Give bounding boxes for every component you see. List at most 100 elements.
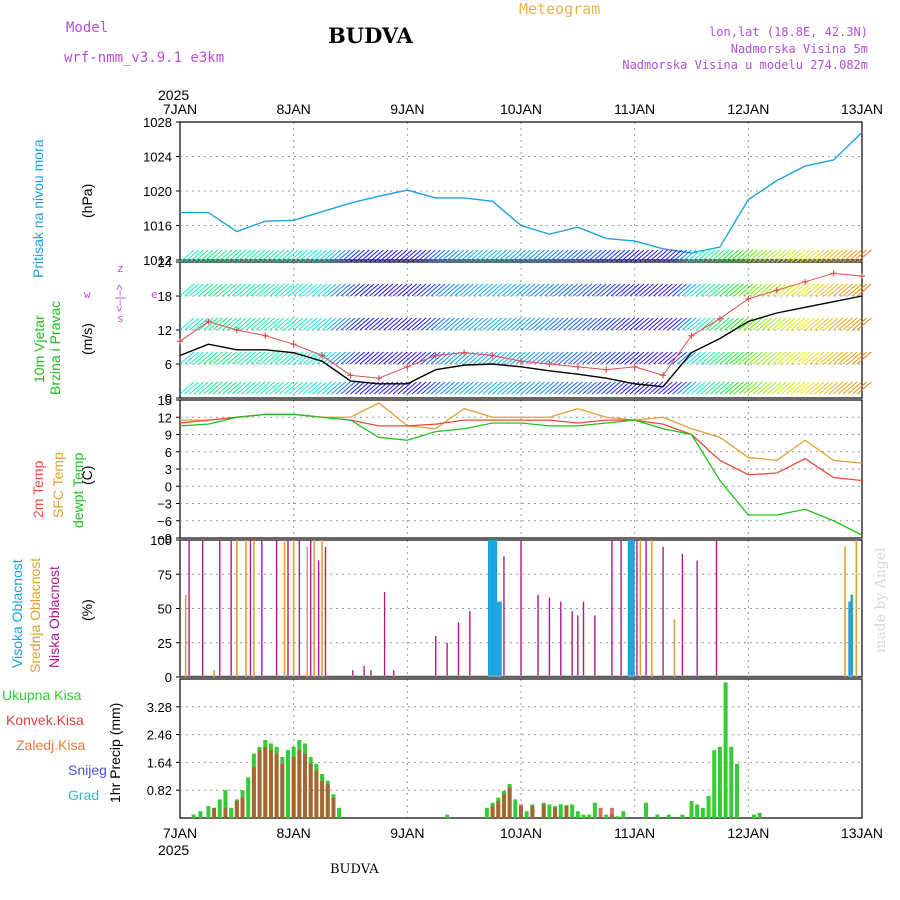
wind-barb: [326, 249, 342, 263]
wind-barb: [411, 351, 427, 365]
wind-barb: [634, 351, 649, 365]
total-rain-bar: [723, 682, 728, 818]
wind-barb: [444, 381, 460, 395]
wind-barb: [643, 317, 659, 331]
total-rain-bar: [680, 814, 685, 818]
wind-barb: [530, 283, 545, 297]
wind-barb: [596, 381, 612, 395]
wind-barb: [506, 381, 522, 395]
x-tick-label-top: 7JAN: [163, 101, 197, 117]
wind-barb: [639, 249, 654, 263]
wind-barb: [582, 249, 597, 263]
wind-barb: [852, 351, 867, 365]
wind-barb: [411, 317, 427, 331]
wind-barb: [766, 249, 782, 263]
wind-barb: [748, 381, 763, 395]
wind-barb: [198, 351, 214, 365]
y-tick-label: 1.64: [147, 755, 172, 770]
y-tick-label: 6: [165, 445, 172, 460]
compass-w: w: [84, 288, 91, 301]
wind-barb: [762, 317, 777, 331]
total-rain-bar: [706, 795, 711, 818]
wind-barb: [586, 381, 602, 395]
wind-barb: [837, 317, 853, 331]
wind-barb: [359, 249, 375, 263]
wind-barb: [781, 381, 796, 395]
wind-barb: [681, 249, 697, 263]
wind-barb: [227, 249, 242, 263]
wind-barb: [189, 381, 204, 395]
wind-barb: [307, 283, 323, 297]
conv-rain-bar: [325, 784, 330, 818]
wind-barb: [629, 317, 645, 331]
wind-barb: [482, 381, 498, 395]
wind-barb: [515, 381, 531, 395]
wind-barb: [444, 351, 460, 365]
wind-barb: [667, 283, 683, 297]
wind-barb: [530, 317, 545, 331]
wind-barb: [179, 351, 195, 365]
wind-barb: [189, 317, 204, 331]
wind-barb: [539, 317, 555, 331]
wind-barb: [620, 317, 635, 331]
wind-barb: [639, 317, 654, 331]
wind-barb: [425, 317, 441, 331]
wind-barb: [217, 249, 233, 263]
wind-barb: [643, 351, 659, 365]
compass-s: s: [117, 312, 124, 325]
wind-barb: [411, 249, 427, 263]
wind-barb: [823, 317, 839, 331]
wind-barb: [236, 249, 252, 263]
wind-barb: [577, 351, 593, 365]
wind-barb: [411, 283, 427, 297]
wind-barb: [610, 381, 626, 395]
wind-barb: [757, 249, 773, 263]
wind-barb: [724, 283, 739, 297]
footer-station: BUDVA: [330, 862, 379, 877]
wind-barb: [317, 351, 332, 365]
wind-barb: [714, 381, 730, 395]
wind-barb: [534, 381, 550, 395]
wind-barb: [563, 249, 578, 263]
wind-barb: [558, 381, 574, 395]
wind-barb: [302, 317, 318, 331]
wind-barb: [809, 351, 825, 365]
wind-barb: [856, 351, 872, 365]
wind-barb: [312, 381, 327, 395]
wind-barb: [430, 351, 446, 365]
wind-barb: [653, 351, 668, 365]
wind-barb: [231, 381, 247, 395]
wind-barb: [397, 381, 413, 395]
wind-barb: [681, 317, 697, 331]
wind-barb: [468, 317, 484, 331]
wind-barb: [416, 381, 432, 395]
wind-barb: [615, 249, 631, 263]
wind-barb: [714, 317, 730, 331]
wind-barb: [298, 351, 313, 365]
wind-barb: [672, 381, 687, 395]
wind-barb: [260, 317, 275, 331]
wind-barb: [568, 381, 583, 395]
wind-barb: [534, 351, 550, 365]
total-rain-bar: [592, 802, 597, 818]
wind-barb: [340, 351, 356, 365]
wind-barb: [634, 249, 649, 263]
wind-barb: [236, 351, 252, 365]
wind-barb: [378, 317, 394, 331]
wind-barb: [823, 381, 839, 395]
y-tick-label: 18: [158, 289, 172, 304]
wind-barb: [487, 381, 503, 395]
wind-barb: [814, 351, 829, 365]
wind-barb: [738, 249, 754, 263]
conv-rain-bar: [553, 807, 558, 818]
wind-barb: [705, 283, 721, 297]
wind-barb: [776, 381, 792, 395]
wind-barb: [293, 351, 308, 365]
x-tick-label-bottom: 7JAN: [163, 825, 197, 841]
wind-barb: [667, 381, 683, 395]
conv-rain-bar: [291, 756, 296, 818]
wind-barb: [198, 381, 214, 395]
wind-barb: [250, 283, 266, 297]
wind-barb: [482, 317, 498, 331]
wind-barb: [766, 317, 782, 331]
